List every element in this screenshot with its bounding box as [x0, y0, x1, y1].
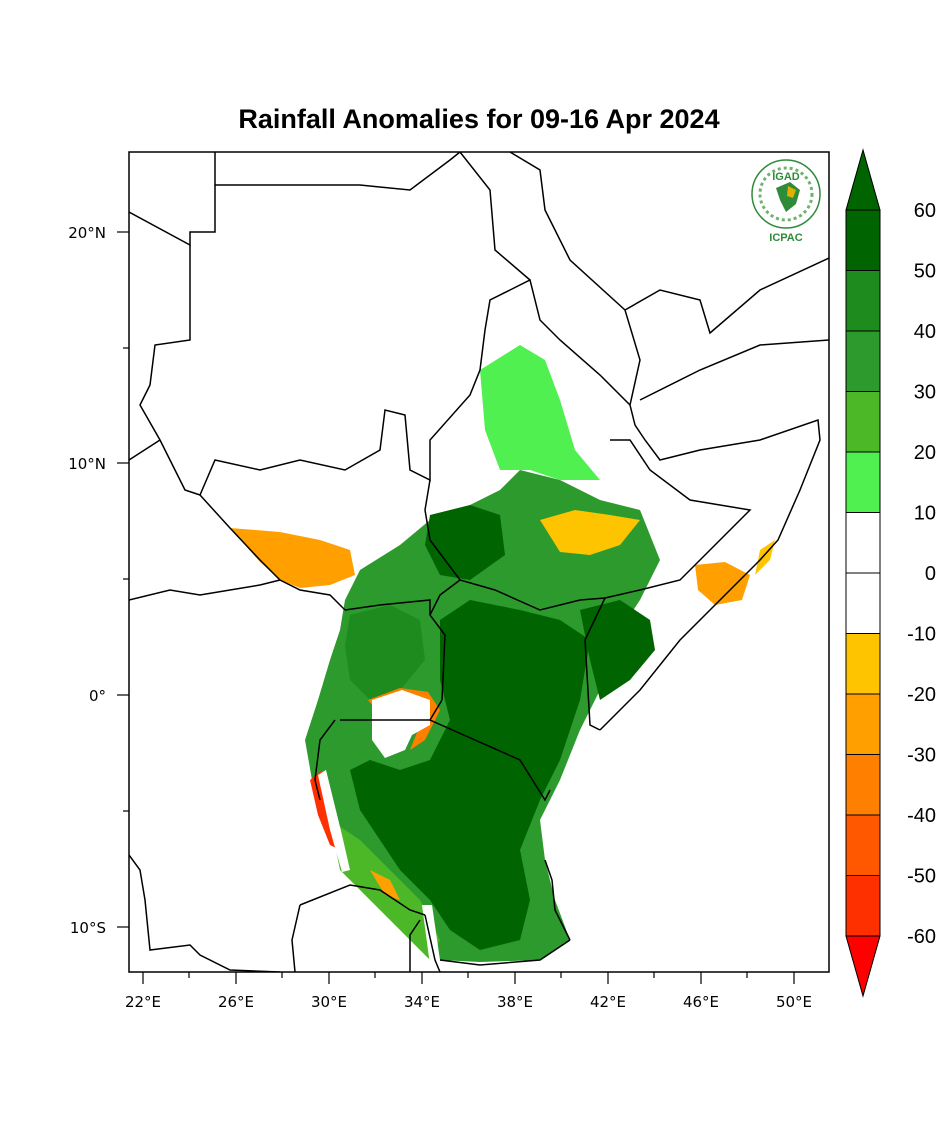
colorbar-label: 40: [914, 321, 936, 343]
colorbar-label: -30: [907, 745, 936, 767]
colorbar-label: -20: [907, 684, 936, 706]
colorbar-label: 10: [914, 503, 936, 525]
lake-tanganyika: [318, 770, 350, 872]
colorbar-label: -10: [907, 624, 936, 646]
lon-label-50e: 50°E: [776, 993, 812, 1011]
colorbar-segment: [845, 633, 881, 695]
lat-label-10s: 10°S: [70, 919, 106, 937]
lon-label-22e: 22°E: [125, 993, 161, 1011]
lake-victoria: [372, 690, 430, 758]
dry-region-south-sudan: [230, 528, 355, 588]
lon-label-38e: 38°E: [497, 993, 533, 1011]
colorbar-bottom-arrow: [845, 935, 881, 998]
colorbar-label: 0: [925, 563, 936, 585]
light-wet-highlands: [480, 345, 600, 480]
lon-label-42e: 42°E: [590, 993, 626, 1011]
colorbar-label: 20: [914, 442, 936, 464]
colorbar-segment: [845, 209, 881, 271]
colorbar-segment: [845, 572, 881, 634]
colorbar-label: 60: [914, 200, 936, 222]
lon-label-46e: 46°E: [683, 993, 719, 1011]
logo-laurel-icon: [758, 166, 814, 222]
igad-icpac-logo: IGAD ICPAC: [751, 159, 821, 244]
lon-tick-marks: [142, 972, 795, 984]
colorbar-label: 30: [914, 382, 936, 404]
logo-bottom-text: ICPAC: [769, 232, 802, 244]
colorbar-segment: [845, 451, 881, 513]
igad-region-icon: [787, 186, 796, 198]
lat-label-0: 0°: [89, 687, 106, 705]
colorbar-top-arrow: [845, 148, 881, 211]
colorbar-segment: [845, 814, 881, 876]
lat-tick-marks: [117, 231, 129, 928]
wet-region-northeast-core: [580, 600, 655, 700]
lat-label-20n: 20°N: [68, 224, 106, 242]
logo-top-text: IGAD: [772, 171, 800, 183]
colorbar-segment: [845, 512, 881, 574]
colorbar-label: -40: [907, 805, 936, 827]
dry-region-somalia: [695, 562, 750, 605]
map-frame: [128, 151, 830, 973]
lon-tick-labels: 22°E 26°E 30°E 34°E 38°E 42°E 46°E 50°E: [125, 993, 812, 1011]
colorbar-segment: [845, 270, 881, 332]
country-borders: [129, 152, 829, 972]
lon-label-30e: 30°E: [311, 993, 347, 1011]
lon-label-34e: 34°E: [404, 993, 440, 1011]
colorbar-segment: [845, 875, 881, 937]
lon-label-26e: 26°E: [218, 993, 254, 1011]
dry-region-tanzania-south: [370, 870, 400, 900]
anomaly-field: [129, 152, 829, 972]
dry-region-ethiopia: [540, 510, 640, 555]
colorbar-segment: [845, 391, 881, 453]
wet-region-dark-core: [350, 600, 590, 950]
colorbar-label: -60: [907, 926, 936, 948]
colorbar-segment: [845, 330, 881, 392]
wet-region-west: [345, 605, 425, 700]
colorbar: 60 50 40 30 20 10 0 -10 -20 -30 -40 -50 -60: [845, 148, 936, 998]
colorbar-label: -50: [907, 866, 936, 888]
lat-tick-labels: 20°N 10°N 0° 10°S: [68, 224, 106, 937]
colorbar-segment: [845, 754, 881, 816]
colorbar-label: 50: [914, 261, 936, 283]
map-title: Rainfall Anomalies for 09-16 Apr 2024: [238, 104, 720, 134]
colorbar-segment: [845, 693, 881, 755]
lat-label-10n: 10°N: [68, 455, 106, 473]
